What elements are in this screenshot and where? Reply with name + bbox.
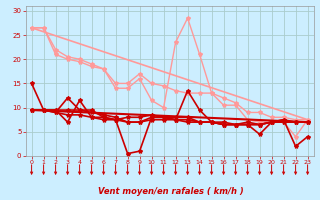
Text: Vent moyen/en rafales ( km/h ): Vent moyen/en rafales ( km/h ) — [98, 187, 244, 196]
